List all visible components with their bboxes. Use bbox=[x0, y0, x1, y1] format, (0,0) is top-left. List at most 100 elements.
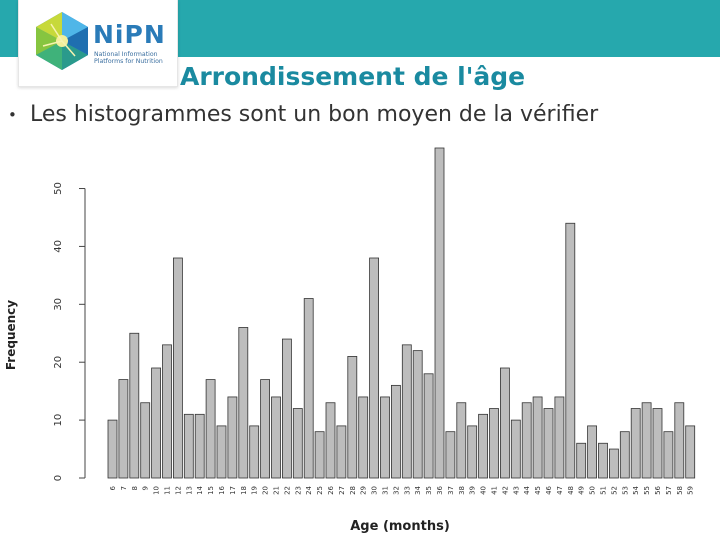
x-tick-label: 39 bbox=[469, 486, 477, 495]
histogram-bar bbox=[554, 396, 565, 479]
x-tick-label: 17 bbox=[229, 486, 237, 495]
histogram-bar bbox=[390, 384, 401, 479]
logo-name: NiPN bbox=[93, 20, 166, 49]
histogram-bar bbox=[205, 379, 216, 479]
x-tick-label: 53 bbox=[621, 486, 629, 495]
x-tick-label: 34 bbox=[414, 485, 422, 494]
x-tick-label: 33 bbox=[403, 486, 411, 495]
histogram-bar bbox=[499, 367, 510, 479]
histogram-bar bbox=[347, 356, 358, 479]
histogram-bar bbox=[630, 408, 641, 479]
x-tick-label: 51 bbox=[600, 486, 608, 495]
x-tick-label: 23 bbox=[294, 486, 302, 495]
x-tick-label: 40 bbox=[480, 486, 488, 495]
histogram-bar bbox=[325, 402, 336, 479]
histogram-bar bbox=[292, 408, 303, 479]
histogram-bar bbox=[238, 327, 249, 479]
histogram-bar bbox=[609, 448, 619, 479]
histogram-bar bbox=[576, 442, 587, 479]
histogram-bar bbox=[380, 396, 390, 479]
histogram-bar bbox=[521, 402, 532, 479]
x-tick-label: 28 bbox=[349, 486, 357, 495]
histogram-bar bbox=[216, 425, 227, 479]
histogram-bar bbox=[162, 344, 172, 479]
histogram-bar bbox=[401, 344, 412, 479]
x-tick-label: 16 bbox=[218, 485, 226, 494]
y-tick-label: 10 bbox=[53, 414, 64, 427]
x-tick-label: 6 bbox=[109, 485, 117, 490]
histogram-bar bbox=[249, 425, 260, 479]
y-tick-label: 40 bbox=[53, 240, 64, 253]
histogram-bar bbox=[271, 396, 281, 479]
histogram-bar bbox=[336, 425, 347, 479]
nipn-logo: NiPN National Information Platforms for … bbox=[18, 0, 178, 87]
x-tick-label: 58 bbox=[676, 486, 684, 495]
histogram-bar bbox=[260, 379, 271, 479]
x-tick-label: 56 bbox=[654, 485, 662, 494]
x-tick-label: 35 bbox=[425, 486, 433, 495]
x-tick-label: 25 bbox=[316, 486, 324, 495]
histogram-bar bbox=[434, 147, 445, 479]
x-tick-label: 41 bbox=[491, 486, 499, 495]
histogram-bar bbox=[598, 442, 608, 479]
logo-tagline-line: National Information bbox=[94, 51, 158, 58]
histogram-bar bbox=[358, 396, 369, 479]
x-tick-label: 10 bbox=[153, 486, 161, 495]
histogram-bar bbox=[423, 373, 434, 479]
y-axis-label: Frequency bbox=[4, 300, 18, 370]
histogram-bar bbox=[129, 332, 140, 479]
x-tick-label: 45 bbox=[534, 486, 542, 495]
histogram-bar bbox=[478, 413, 489, 479]
histogram-bar bbox=[118, 379, 129, 479]
histogram-bar bbox=[412, 350, 423, 479]
x-axis-label: Age (months) bbox=[350, 519, 450, 534]
x-tick-label: 8 bbox=[131, 486, 139, 490]
x-tick-label: 38 bbox=[458, 486, 466, 495]
x-tick-label: 19 bbox=[251, 486, 259, 495]
x-tick-label: 18 bbox=[240, 486, 248, 495]
histogram-bar bbox=[489, 408, 499, 479]
y-tick-label: 30 bbox=[53, 298, 64, 311]
x-tick-label: 57 bbox=[665, 486, 673, 495]
x-tick-label: 42 bbox=[501, 486, 509, 495]
x-tick-label: 59 bbox=[687, 486, 695, 495]
histogram-bar bbox=[183, 413, 194, 479]
histogram-bar bbox=[314, 431, 325, 479]
x-tick-label: 15 bbox=[207, 486, 215, 495]
histogram-bar bbox=[619, 431, 630, 479]
histogram-bar bbox=[369, 257, 380, 479]
nipn-hexagon-icon bbox=[36, 12, 88, 70]
bullet-text: Les histogrammes sont un bon moyen de la… bbox=[30, 102, 599, 127]
histogram-bar bbox=[532, 396, 543, 479]
x-tick-label: 50 bbox=[589, 486, 597, 495]
histogram-bar bbox=[587, 425, 597, 479]
histogram-bar bbox=[172, 257, 183, 479]
y-tick-label: 20 bbox=[53, 356, 64, 369]
histogram-bar bbox=[303, 298, 314, 479]
histogram-bar bbox=[227, 396, 238, 479]
x-tick-label: 14 bbox=[196, 485, 204, 494]
x-tick-label: 55 bbox=[643, 486, 651, 495]
x-tick-label: 52 bbox=[610, 486, 618, 495]
histogram-bar bbox=[565, 222, 576, 479]
x-tick-label: 47 bbox=[556, 486, 564, 495]
histogram-bar bbox=[107, 419, 118, 479]
x-tick-label: 24 bbox=[305, 485, 313, 494]
histogram-bar bbox=[663, 431, 674, 479]
histogram-bar bbox=[641, 402, 652, 479]
histogram-bar bbox=[151, 367, 162, 479]
x-tick-label: 43 bbox=[512, 486, 520, 495]
x-tick-label: 29 bbox=[360, 486, 368, 495]
x-tick-label: 48 bbox=[567, 486, 575, 495]
x-tick-label: 37 bbox=[447, 486, 455, 495]
x-tick-label: 20 bbox=[262, 486, 270, 495]
x-tick-label: 22 bbox=[283, 486, 291, 495]
x-tick-label: 7 bbox=[120, 486, 128, 490]
x-tick-label: 12 bbox=[174, 486, 182, 495]
histogram-bar bbox=[281, 338, 292, 479]
x-tick-label: 27 bbox=[338, 486, 346, 495]
histogram-bar bbox=[456, 402, 467, 479]
x-tick-label: 30 bbox=[371, 486, 379, 495]
x-tick-label: 46 bbox=[545, 485, 553, 494]
bullet-item: • Les histogrammes sont un bon moyen de l… bbox=[8, 102, 598, 127]
